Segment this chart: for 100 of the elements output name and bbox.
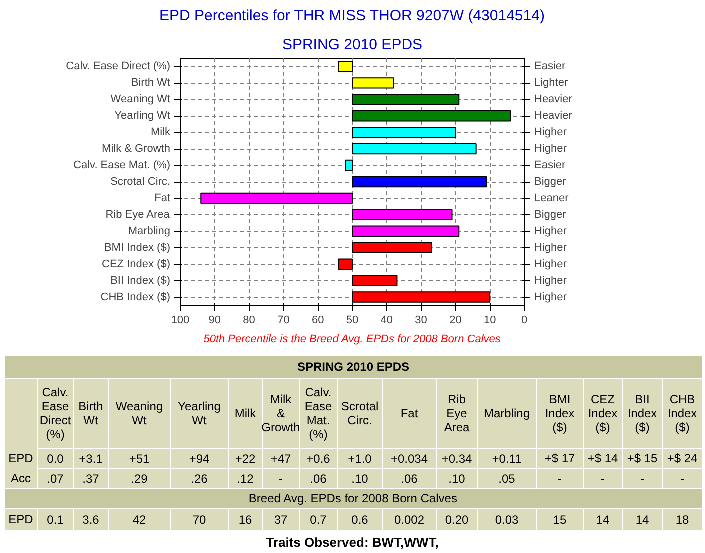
text: +$ 24: [667, 452, 698, 466]
text: Higher: [534, 291, 568, 304]
x-tick-label: 20: [450, 314, 462, 326]
x-tick-label: 60: [312, 314, 324, 326]
text: 0.7: [310, 513, 328, 527]
text: 14: [636, 513, 650, 527]
text: Traits Observed: BWT,WWT,: [266, 535, 439, 550]
text: Bigger: [534, 176, 567, 188]
text: Higher: [534, 143, 568, 156]
bar: [200, 192, 353, 204]
text: +0.11: [492, 452, 522, 466]
bar: [352, 78, 394, 89]
y-tick-label: Rib Eye Area: [106, 208, 171, 221]
text: -: [640, 472, 644, 486]
text: Calv. Ease Direct (%): [40, 386, 72, 442]
text: Bigger: [534, 208, 567, 221]
text: -: [558, 472, 562, 486]
bar: [352, 226, 460, 238]
text: 3.6: [82, 513, 100, 527]
text: +47: [270, 452, 292, 466]
text: +51: [129, 452, 150, 466]
bar: [352, 126, 456, 138]
text: -: [680, 472, 684, 486]
text: Higher: [534, 225, 568, 238]
text: EPD: [8, 512, 34, 526]
x-tick-label: 40: [380, 314, 394, 326]
text: 0.0: [47, 452, 64, 466]
y-tick-label: Milk: [150, 126, 171, 139]
text: .06: [310, 472, 328, 486]
text: .06: [401, 472, 418, 486]
text: Breed Avg. EPDs for 2008 Born Calves: [248, 492, 458, 506]
text: -: [279, 472, 283, 486]
x-tick-label: 10: [484, 314, 496, 326]
y-tick-label: Yearling Wt: [114, 110, 170, 122]
text: .37: [82, 472, 100, 486]
text: +0.6: [306, 452, 331, 466]
text: 0.002: [394, 513, 425, 527]
x-tick-label: 90: [208, 314, 222, 326]
text: 37: [274, 513, 288, 527]
y-tick-label: Birth Wt: [131, 77, 171, 90]
x-tick-label: 0: [521, 314, 528, 326]
text: Heavier: [534, 110, 573, 122]
text: +1.0: [348, 452, 372, 466]
text: Higher: [534, 126, 568, 139]
text: EPD: [8, 452, 34, 466]
bar: [345, 160, 353, 172]
text: 18: [676, 513, 690, 527]
text: +$ 15: [627, 452, 658, 466]
text: Heavier: [534, 94, 573, 106]
y-tick-label: Weaning Wt: [110, 94, 171, 106]
text: Scrotal Circ.: [341, 400, 379, 428]
text: 16: [238, 513, 252, 527]
text: +$ 14: [588, 452, 619, 466]
bar: [352, 94, 460, 106]
text: -: [601, 472, 605, 486]
y-tick-label: Fat: [154, 192, 171, 204]
y-tick-label: CHB Index ($): [100, 291, 171, 304]
text: +22: [235, 452, 256, 466]
text: .12: [237, 472, 254, 486]
x-tick-label: 80: [243, 314, 256, 326]
text: Higher: [534, 258, 568, 270]
text: .29: [131, 472, 148, 486]
x-tick-label: 30: [415, 314, 428, 326]
bar: [338, 61, 353, 72]
text: Easier: [534, 60, 566, 73]
text: Acc: [11, 472, 32, 486]
y-tick-label: BMI Index ($): [104, 242, 171, 254]
y-tick-label: Milk & Growth: [102, 143, 171, 156]
y-tick-label: CEZ Index ($): [102, 258, 171, 270]
y-tick-label: BII Index ($): [110, 274, 171, 287]
text: +$ 17: [544, 452, 576, 466]
text: SPRING 2010 EPDS: [297, 360, 410, 374]
text: Fat: [400, 406, 419, 420]
bar: [352, 143, 477, 155]
text: +94: [189, 452, 210, 466]
chart-subtitle: SPRING 2010 EPDS: [282, 36, 423, 54]
y-tick-label: Calv. Ease Direct (%): [66, 60, 171, 73]
x-tick-label: 100: [171, 314, 190, 326]
text: Rib Eye Area: [444, 392, 470, 434]
bar: [352, 110, 512, 122]
text: Milk & Growth: [262, 392, 300, 434]
text: 0.1: [47, 513, 64, 527]
y-tick-label: Scrotal Circ.: [110, 176, 171, 188]
y-tick-label: Calv. Ease Mat. (%): [74, 160, 171, 172]
text: 42: [132, 513, 146, 527]
text: Leaner: [534, 192, 570, 204]
text: Easier: [534, 160, 566, 172]
bar: [352, 176, 488, 188]
text: Yearling Wt: [178, 400, 221, 428]
text: .07: [47, 472, 64, 486]
text: Milk: [234, 406, 258, 420]
text: Higher: [534, 274, 568, 287]
text: +3.1: [79, 452, 104, 466]
text: 15: [553, 513, 567, 527]
text: +0.034: [390, 452, 428, 466]
bar: [352, 275, 398, 286]
bar: [352, 242, 432, 254]
text: 0.03: [495, 513, 520, 527]
text: Marbling: [484, 406, 530, 420]
text: CEZ Index ($): [588, 392, 618, 434]
